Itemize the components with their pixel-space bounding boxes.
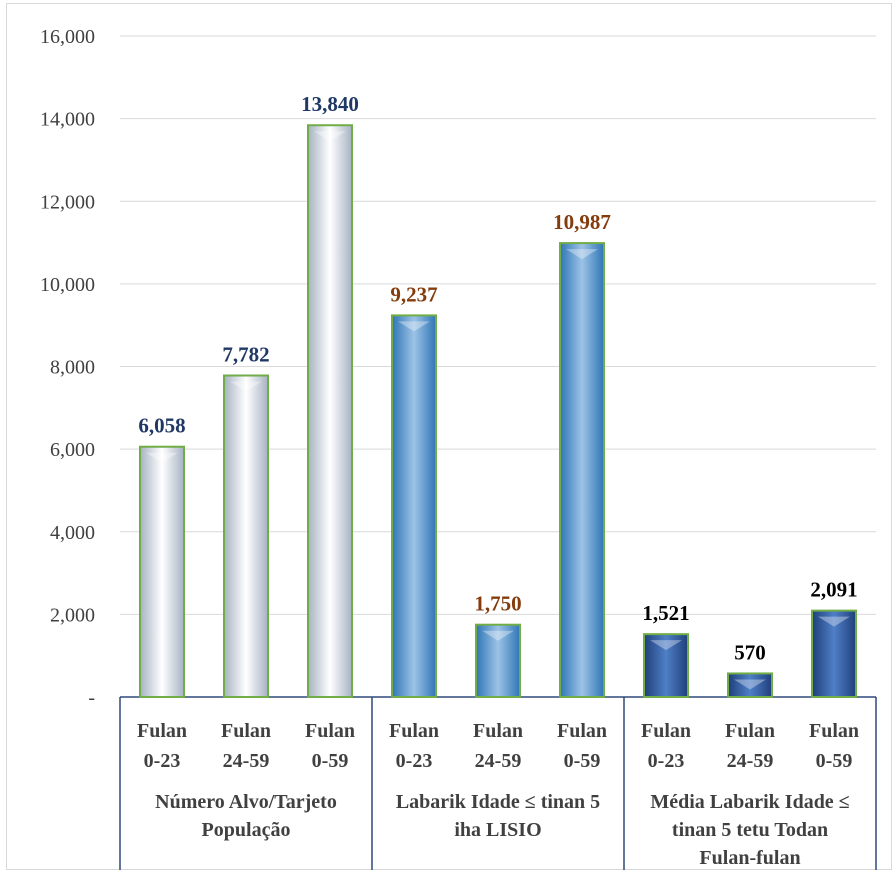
category-label: 24-59 xyxy=(727,750,774,772)
data-label: 570 xyxy=(734,640,766,664)
y-tick-label: 4,000 xyxy=(50,522,95,544)
y-tick-label: 14,000 xyxy=(40,109,95,131)
y-tick-label: 2,000 xyxy=(50,604,95,626)
y-tick-label: 16,000 xyxy=(40,26,95,48)
bar-bevel xyxy=(734,679,766,690)
bar xyxy=(475,623,521,698)
chart-frame xyxy=(6,3,892,870)
data-label: 9,237 xyxy=(390,282,437,306)
category-label: 0-23 xyxy=(144,750,181,772)
bar-bevel xyxy=(314,131,346,142)
bar xyxy=(391,314,437,698)
data-label: 10,987 xyxy=(553,210,611,234)
category-label: Fulan xyxy=(557,720,607,742)
group-label: Fulan-fulan xyxy=(699,847,800,869)
y-tick-label: 12,000 xyxy=(40,191,95,213)
category-label: 24-59 xyxy=(475,750,522,772)
bar-bevel xyxy=(230,381,262,392)
data-label: 6,058 xyxy=(138,414,185,438)
data-label: 2,091 xyxy=(810,578,857,602)
category-label: Fulan xyxy=(221,720,271,742)
group-label: População xyxy=(202,819,291,841)
bar-bevel xyxy=(650,640,682,651)
group-label: Média Labarik Idade ≤ xyxy=(650,791,849,813)
category-label: Fulan xyxy=(473,720,523,742)
category-label: Fulan xyxy=(809,720,859,742)
bar xyxy=(643,633,689,699)
category-label: 0-59 xyxy=(312,750,349,772)
y-tick-label: - xyxy=(88,687,95,709)
group-label: Labarik Idade ≤ tinan 5 xyxy=(396,791,600,813)
bar xyxy=(559,242,605,699)
y-tick-label: 6,000 xyxy=(50,439,95,461)
bar xyxy=(223,374,269,698)
category-label: 0-59 xyxy=(564,750,601,772)
category-label: 0-59 xyxy=(816,750,853,772)
category-label: Fulan xyxy=(641,720,691,742)
category-label: 24-59 xyxy=(223,750,270,772)
bar xyxy=(727,672,773,699)
bar xyxy=(307,124,353,699)
category-label: Fulan xyxy=(305,720,355,742)
y-tick-label: 8,000 xyxy=(50,357,95,379)
bar xyxy=(139,445,185,698)
data-label: 7,782 xyxy=(222,343,269,367)
bar-bevel xyxy=(482,630,514,641)
category-label: Fulan xyxy=(725,720,775,742)
data-label: 13,840 xyxy=(301,92,359,116)
bar-bevel xyxy=(146,452,178,463)
category-label: 0-23 xyxy=(648,750,685,772)
category-label: Fulan xyxy=(389,720,439,742)
bar-bevel xyxy=(818,616,850,627)
group-label: iha LISIO xyxy=(454,819,541,841)
bar xyxy=(811,609,857,698)
category-label: 0-23 xyxy=(396,750,433,772)
data-label: 1,521 xyxy=(642,601,689,625)
bar-bevel xyxy=(398,321,430,332)
data-label: 1,750 xyxy=(474,592,521,616)
group-label: tinan 5 tetu Todan xyxy=(672,819,828,841)
category-label: Fulan xyxy=(137,720,187,742)
group-label: Número Alvo/Tarjeto xyxy=(155,791,337,813)
y-tick-label: 10,000 xyxy=(40,274,95,296)
bar-bevel xyxy=(566,249,598,260)
